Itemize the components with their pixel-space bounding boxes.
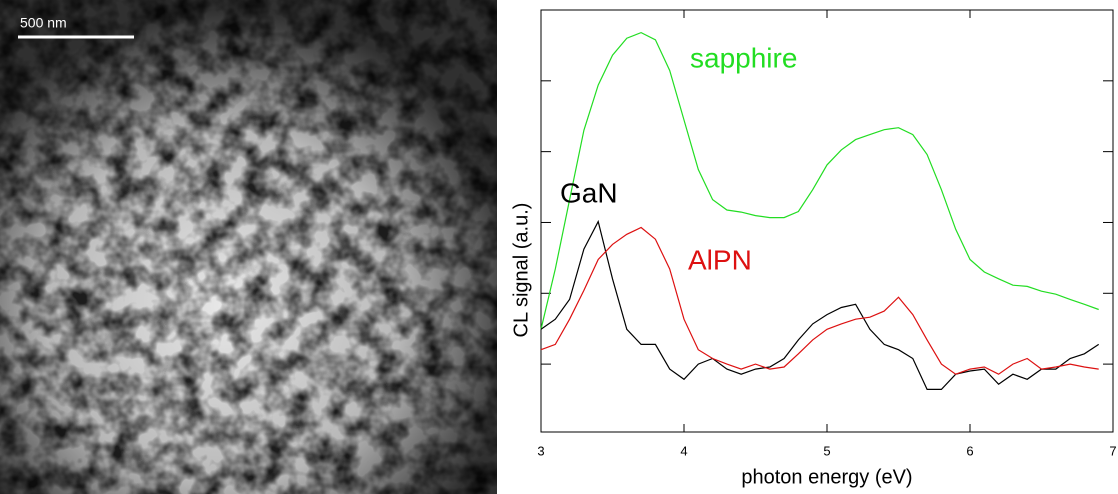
series-label: GaN	[560, 177, 618, 208]
x-tick-label: 4	[680, 443, 687, 458]
data-line	[540, 226, 1099, 375]
series-label: sapphire	[690, 42, 797, 73]
plot-frame	[540, 9, 1114, 433]
x-tick-label: 3	[537, 443, 544, 458]
micrograph: 500 nm	[0, 0, 497, 494]
scale-bar-label: 500 nm	[20, 15, 67, 31]
data-line	[540, 219, 1100, 390]
series-label: AlPN	[688, 244, 752, 275]
x-tick-label: 5	[823, 443, 830, 458]
x-tick-label: 6	[966, 443, 973, 458]
y-axis-label: CL signal (a.u.)	[510, 203, 532, 338]
x-tick-label: 7	[1109, 443, 1116, 458]
micrograph-texture	[0, 0, 497, 494]
data-line	[540, 31, 1099, 330]
x-axis-label: photon energy (eV)	[741, 466, 912, 488]
